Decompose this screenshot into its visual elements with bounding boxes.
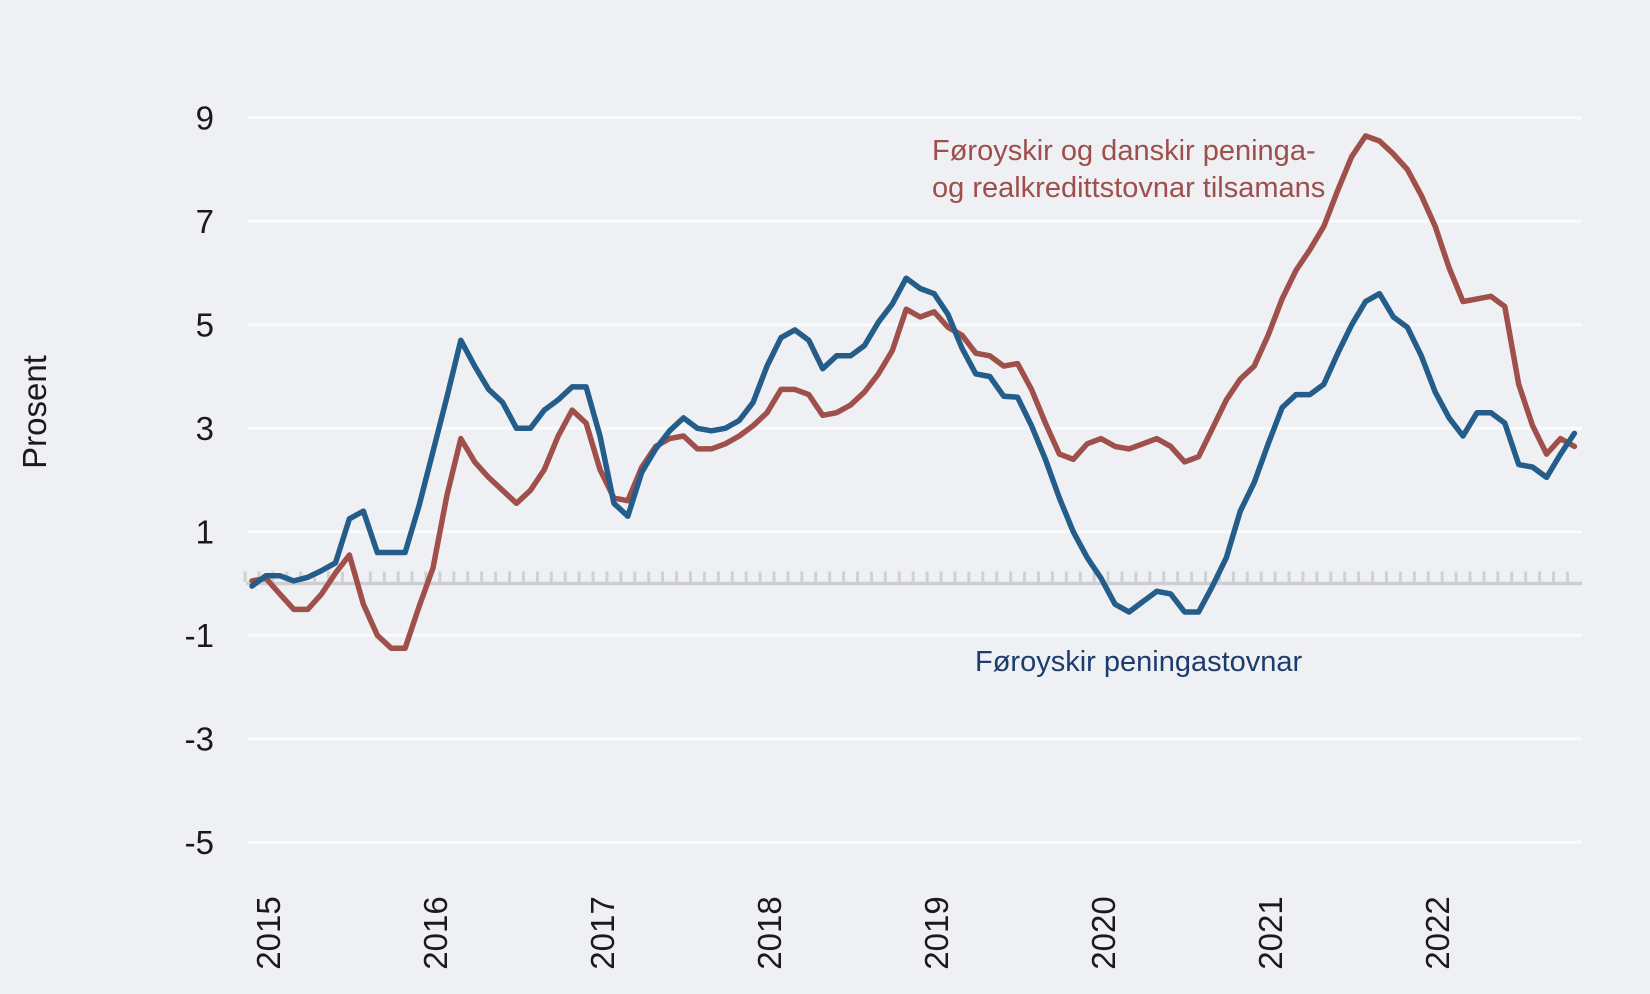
y-tick-label--5: -5	[185, 824, 214, 861]
x-tick-label-2016: 2016	[417, 896, 454, 969]
gridlines	[248, 116, 1582, 844]
legend-combined-series-line2: og realkredittstovnar tilsamans	[932, 172, 1325, 204]
x-tick-label-2017: 2017	[584, 896, 621, 969]
x-tick-label-2019: 2019	[918, 896, 955, 969]
y-axis-tick-labels: 9 7 5 3 1 -1 -3 -5	[185, 99, 214, 861]
y-tick-label-3: 3	[196, 410, 214, 447]
x-tick-label-2021: 2021	[1252, 896, 1289, 969]
x-axis-year-labels: 2015 2016 2017 2018 2019 2020 2021 2022	[250, 896, 1456, 969]
y-tick-label-7: 7	[196, 203, 214, 240]
y-axis-title: Prosent	[16, 355, 53, 469]
legend-combined-series-line1: Føroyskir og danskir peninga-	[932, 135, 1316, 167]
y-tick-label-1: 1	[196, 513, 214, 550]
series-line-combined	[249, 133, 1578, 651]
y-tick-label-5: 5	[196, 306, 214, 343]
series-line-faroese	[249, 275, 1578, 615]
x-tick-label-2015: 2015	[250, 896, 287, 969]
x-tick-label-2022: 2022	[1419, 896, 1456, 969]
y-tick-label--3: -3	[185, 720, 214, 757]
x-tick-label-2020: 2020	[1085, 896, 1122, 969]
y-tick-label-9: 9	[196, 99, 214, 136]
series-lines	[249, 133, 1578, 651]
x-tick-label-2018: 2018	[751, 896, 788, 969]
legend-faroese-series: Føroyskir peningastovnar	[975, 646, 1303, 678]
y-tick-label--1: -1	[185, 617, 214, 654]
